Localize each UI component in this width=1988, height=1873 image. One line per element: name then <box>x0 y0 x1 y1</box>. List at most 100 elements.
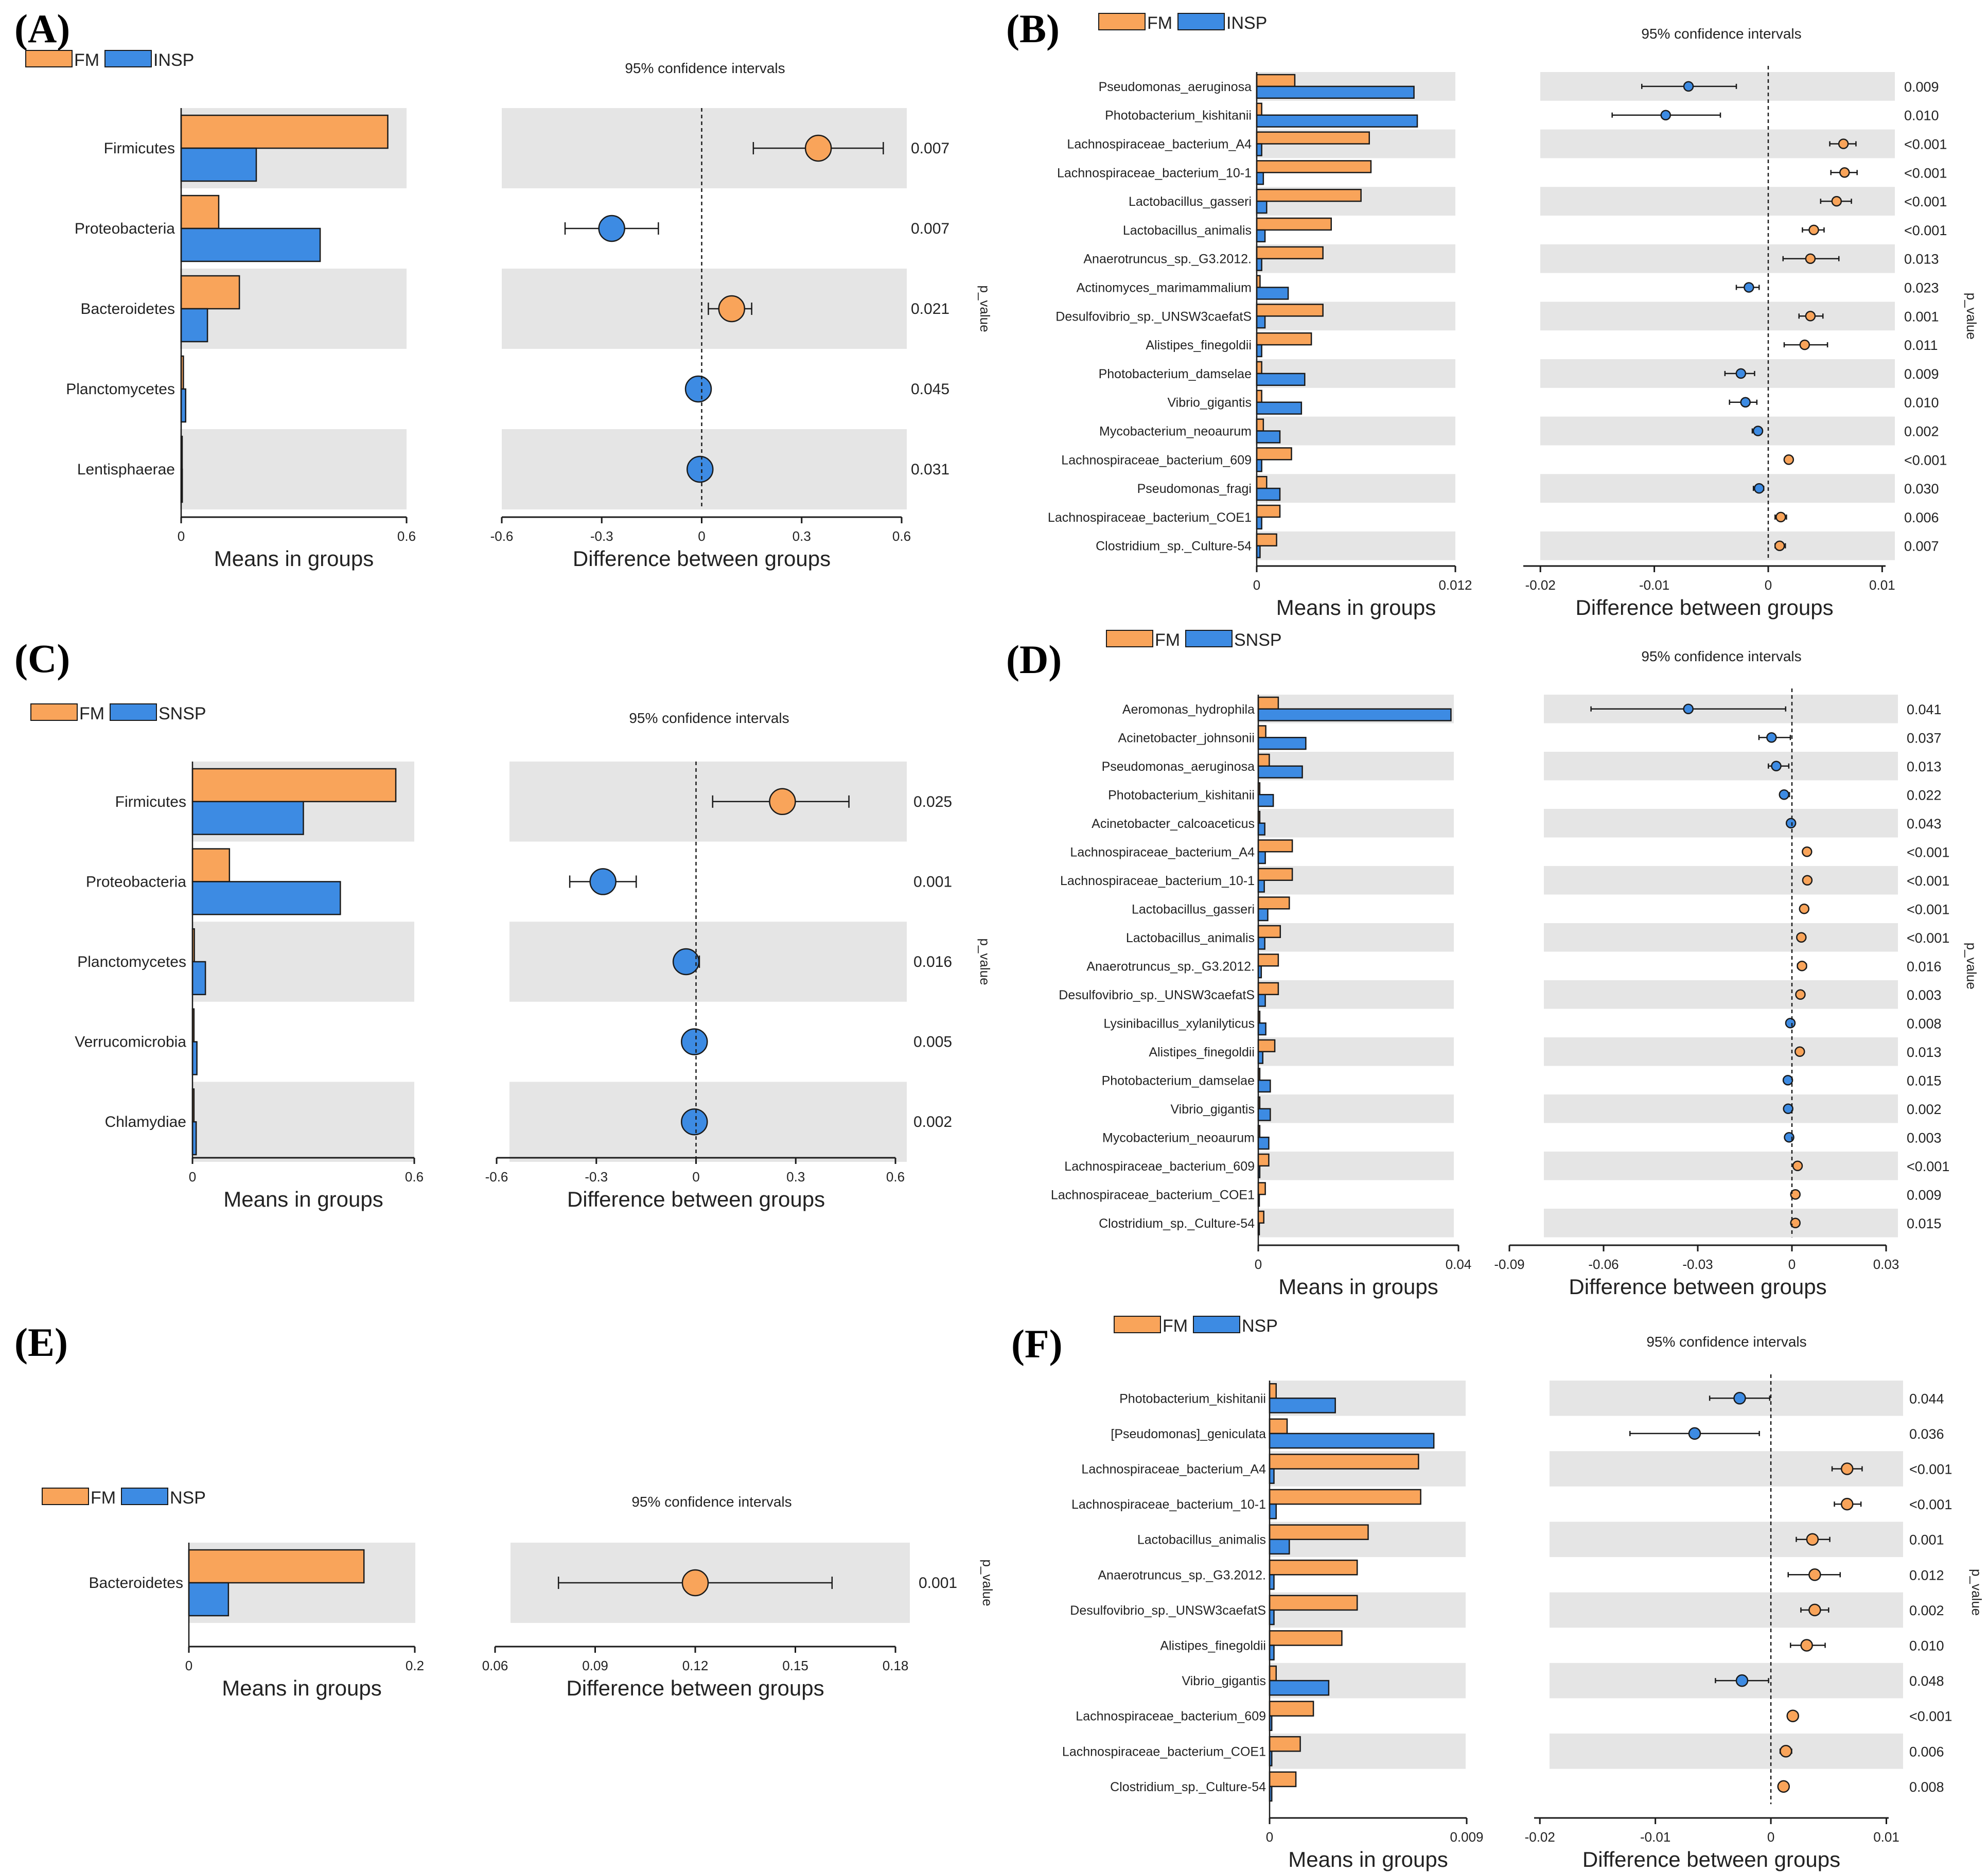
p-value: 0.009 <box>1907 1187 1942 1203</box>
bar-nsp <box>1269 1574 1275 1590</box>
category-label: Acinetobacter_johnsonii <box>1118 731 1255 745</box>
diff-point <box>1752 426 1764 436</box>
bar-fm <box>1269 1771 1297 1788</box>
bar-fm <box>1257 868 1293 881</box>
diff-tick-label: -0.02 <box>1525 1829 1555 1845</box>
p-value: 0.010 <box>1904 395 1939 411</box>
stripe <box>180 429 407 509</box>
bar-fm <box>1256 390 1262 403</box>
category-label: Verrucomicrobia <box>75 1034 186 1051</box>
diff-point <box>1774 540 1785 551</box>
bar-fm <box>1269 1630 1343 1646</box>
diff-tick-label: 0 <box>1767 1829 1774 1845</box>
category-label: Lactobacillus_gasseri <box>1132 902 1255 916</box>
p-value: 0.006 <box>1909 1744 1944 1759</box>
stripe <box>509 922 907 1002</box>
category-label: Bacteroidetes <box>81 301 175 317</box>
p-value: 0.001 <box>1909 1532 1944 1548</box>
diff-tick-label: -0.6 <box>485 1169 508 1185</box>
p-value: <0.001 <box>1904 137 1947 152</box>
legend-label-fm: FM <box>91 1488 116 1508</box>
diff-point <box>1790 1189 1801 1200</box>
p-value: 0.015 <box>1907 1216 1942 1231</box>
bar-insp <box>180 227 321 262</box>
means-axis-title: Means in groups <box>222 1676 382 1700</box>
p-value-axis-label: p_value <box>977 938 993 985</box>
bar-nsp <box>1269 1398 1336 1413</box>
bar-fm <box>1257 753 1270 767</box>
diff-tick-label: 0 <box>1788 1257 1796 1272</box>
diff-tick-label: 0.6 <box>892 528 911 544</box>
diff-point <box>1805 253 1816 264</box>
legend-label-fm: FM <box>74 50 99 70</box>
diff-point <box>718 295 746 323</box>
p-value: <0.001 <box>1904 194 1947 209</box>
legend-label-insp: INSP <box>153 50 194 70</box>
legend-swatch-fm <box>1114 1316 1161 1333</box>
legend-swatch-fm <box>1098 13 1146 30</box>
p-value: <0.001 <box>1904 165 1947 181</box>
diff-tick-label: -0.09 <box>1494 1257 1524 1272</box>
category-label: Anaerotruncus_sp._G3.2012. <box>1086 959 1255 974</box>
category-label: Desulfovibrio_sp._UNSW3caefatS <box>1059 988 1255 1002</box>
bar-fm <box>1269 1524 1369 1540</box>
stripe <box>1550 1734 1903 1769</box>
panel-label: (F) <box>1011 1321 1063 1366</box>
p-value: 0.002 <box>913 1114 952 1130</box>
category-label: Firmicutes <box>115 793 186 810</box>
bar-fm <box>1257 1210 1264 1224</box>
legend-swatch-insp <box>104 50 152 67</box>
category-label: Aeromonas_hydrophila <box>1122 702 1255 717</box>
means-tick-label: 0.009 <box>1450 1829 1483 1845</box>
bar-fm <box>1256 533 1277 546</box>
diff-tick-label: 0 <box>698 528 705 544</box>
bar-insp <box>1256 315 1266 329</box>
bar-snsp <box>1257 851 1266 864</box>
bar-snsp <box>191 1041 198 1075</box>
stripe <box>1544 980 1898 1009</box>
p-value: 0.023 <box>1904 280 1939 296</box>
diff-tick-label: 0.6 <box>886 1169 905 1185</box>
diff-point <box>1800 1639 1813 1652</box>
stripe <box>1540 474 1895 503</box>
bar-fm <box>1269 1736 1301 1752</box>
diff-point <box>681 1028 708 1055</box>
stripe <box>1544 923 1898 952</box>
category-label: Pseudomonas_fragi <box>1137 482 1252 496</box>
legend: FM INSP <box>1098 13 1267 33</box>
p-value: <0.001 <box>1907 902 1949 917</box>
stripe <box>509 1082 907 1162</box>
p-value: 0.005 <box>913 1034 952 1051</box>
diff-point <box>1799 904 1810 914</box>
category-label: Acinetobacter_calcoaceticus <box>1092 817 1255 831</box>
stripe <box>1256 474 1455 503</box>
bar-fm <box>1257 725 1266 738</box>
means-tick-label: 0 <box>185 1658 192 1673</box>
category-label: Photobacterium_kishitanii <box>1108 788 1255 802</box>
ci-title: 95% confidence intervals <box>1646 1334 1806 1350</box>
p-value-axis-label: p_value <box>977 285 993 332</box>
diff-tick-label: 0.3 <box>793 528 811 544</box>
stripe <box>1540 359 1895 388</box>
legend-label-nsp: NSP <box>170 1488 206 1508</box>
means-tick-label: 0.2 <box>406 1658 424 1673</box>
category-label: Lactobacillus_animalis <box>1126 931 1255 945</box>
diff-point <box>1790 1217 1801 1228</box>
bar-snsp <box>1257 708 1452 721</box>
diff-tick-label: -0.01 <box>1639 577 1669 593</box>
category-label: Planctomycetes <box>77 953 186 970</box>
panel-d: (D) FM SNSP 95% confidence intervals Aeromon… <box>1006 630 1979 1299</box>
stripe <box>1258 1209 1454 1238</box>
p-value: 0.041 <box>1907 702 1942 717</box>
bar-fm <box>1257 896 1290 910</box>
means-axis-title: Means in groups <box>223 1187 383 1211</box>
p-value: 0.003 <box>1907 987 1942 1003</box>
diff-point <box>687 455 714 483</box>
p-value: 0.008 <box>1907 1016 1942 1031</box>
means-tick-label: 0.04 <box>1446 1257 1472 1272</box>
category-label: Lactobacillus_animalis <box>1123 223 1252 238</box>
diff-point <box>1783 1103 1793 1114</box>
p-value: 0.003 <box>1907 1130 1942 1145</box>
legend-label-snsp: SNSP <box>159 704 206 723</box>
category-label: Pseudomonas_aeruginosa <box>1099 80 1252 94</box>
